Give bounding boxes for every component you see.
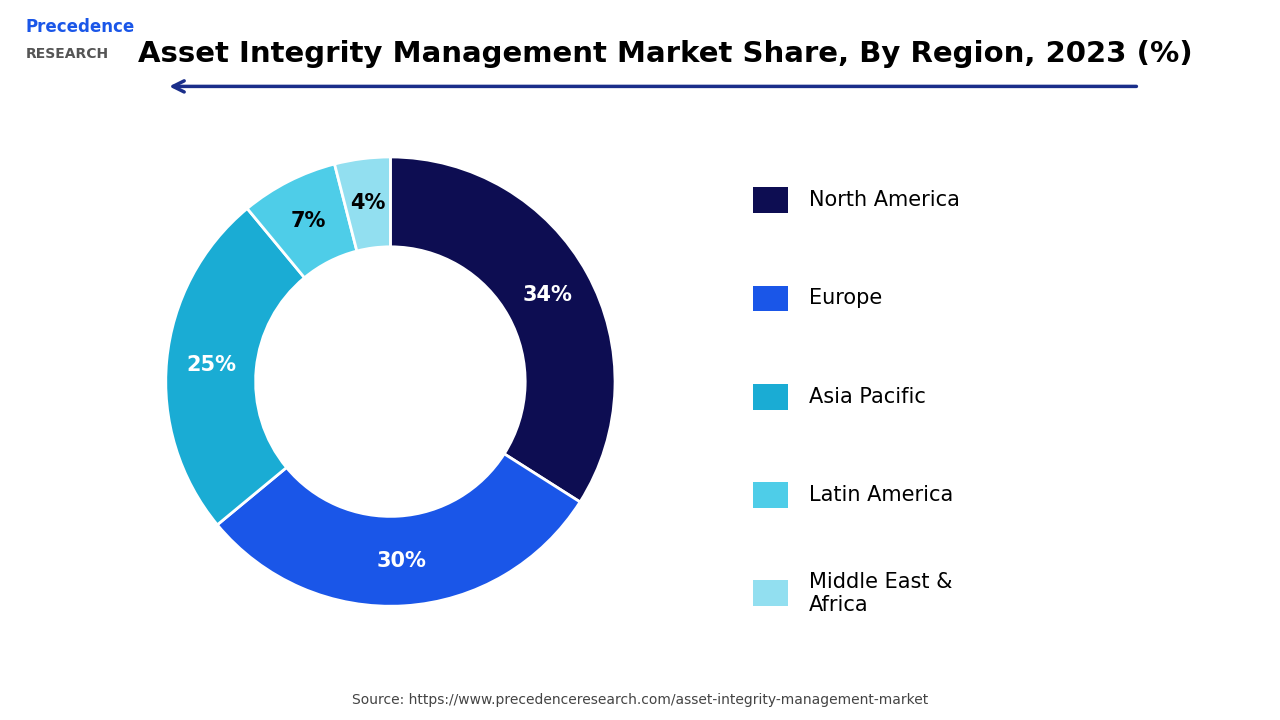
Bar: [753, 384, 788, 410]
Bar: [753, 187, 788, 213]
Text: Source: https://www.precedenceresearch.com/asset-integrity-management-market: Source: https://www.precedenceresearch.c…: [352, 693, 928, 707]
Bar: [753, 580, 788, 606]
Text: Asset Integrity Management Market Share, By Region, 2023 (%): Asset Integrity Management Market Share,…: [138, 40, 1193, 68]
Bar: [753, 286, 788, 311]
Wedge shape: [166, 209, 305, 525]
Wedge shape: [390, 157, 614, 502]
Text: Latin America: Latin America: [809, 485, 954, 505]
Bar: [753, 482, 788, 508]
Text: 7%: 7%: [291, 212, 326, 231]
Text: Europe: Europe: [809, 289, 882, 308]
Text: North America: North America: [809, 190, 960, 210]
Text: 30%: 30%: [376, 551, 426, 571]
Text: RESEARCH: RESEARCH: [26, 47, 109, 60]
Wedge shape: [218, 454, 580, 606]
Text: Asia Pacific: Asia Pacific: [809, 387, 925, 407]
Text: 4%: 4%: [351, 193, 385, 213]
Wedge shape: [247, 164, 357, 278]
Text: Middle East &
Africa: Middle East & Africa: [809, 572, 952, 615]
Text: 25%: 25%: [187, 355, 237, 374]
Wedge shape: [334, 157, 390, 251]
Text: 34%: 34%: [524, 285, 573, 305]
Text: Precedence: Precedence: [26, 18, 134, 36]
